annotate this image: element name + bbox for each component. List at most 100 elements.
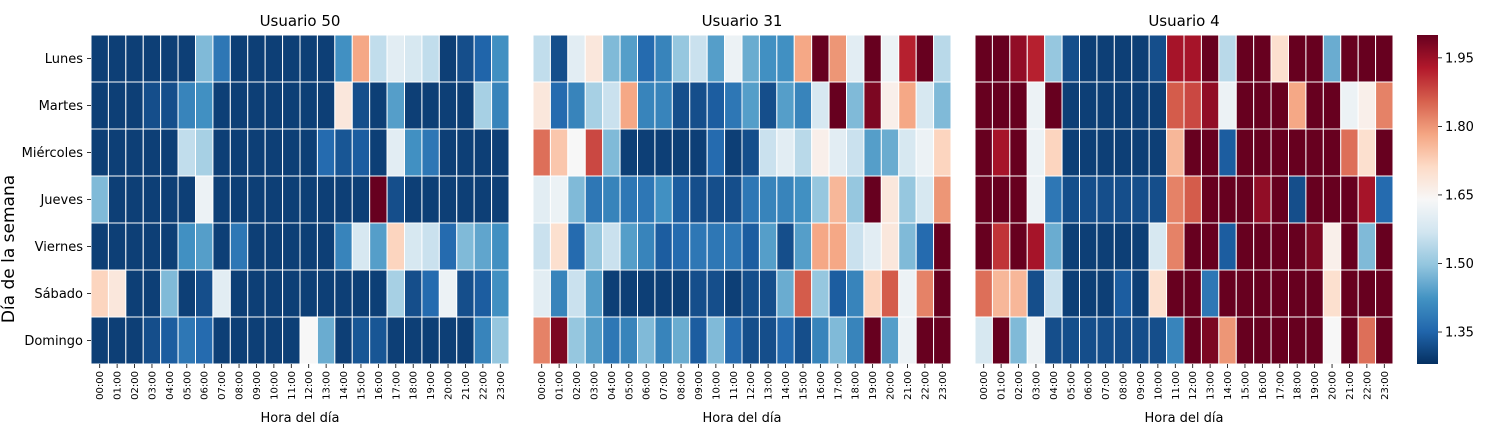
heatmap-cell (793, 316, 813, 365)
heatmap-cell (438, 175, 458, 224)
heatmap-cell (1200, 175, 1220, 224)
heatmap-cell (793, 34, 813, 83)
y-tick-label: Domingo (24, 334, 83, 349)
heatmap-cell (1218, 269, 1237, 318)
heatmap-cell (567, 175, 586, 224)
heatmap-cell (933, 316, 952, 365)
heatmap-cell (334, 175, 353, 224)
heatmap-cell (915, 316, 935, 365)
x-tick-label: 00:00 (979, 371, 990, 400)
heatmap-cell (473, 222, 493, 271)
heatmap-cell (532, 128, 551, 177)
heatmap-cell (1270, 175, 1289, 224)
heatmap-cell (195, 316, 214, 365)
heatmap-cell (974, 175, 993, 224)
heatmap-cell (299, 34, 318, 83)
heatmap-cell (880, 175, 900, 224)
heatmap-cell (991, 269, 1011, 318)
heatmap-cell (125, 316, 144, 365)
heatmap-cell (1079, 34, 1098, 83)
heatmap-cell (1288, 269, 1307, 318)
heatmap-cell (863, 316, 882, 365)
heatmap-cell (160, 269, 179, 318)
heatmap-cell (1235, 222, 1255, 271)
heatmap-cell (880, 269, 900, 318)
heatmap-cell (915, 175, 935, 224)
heatmap-cell (1131, 222, 1150, 271)
heatmap-cell (846, 269, 865, 318)
heatmap-cell (671, 34, 691, 83)
heatmap-cell (438, 316, 458, 365)
heatmap-cell (741, 269, 760, 318)
x-tick-label: 10:00 (269, 371, 280, 400)
heatmap-cell (671, 128, 691, 177)
colorbar-gradient (1417, 35, 1438, 364)
x-tick-label: 08:00 (677, 371, 688, 400)
heatmap-cell (334, 34, 353, 83)
x-tick-label: 12:00 (304, 371, 315, 400)
heatmap-cell (689, 34, 708, 83)
heatmap-cell (1148, 222, 1168, 271)
heatmap-cell (1026, 175, 1046, 224)
heatmap-cell (1148, 34, 1168, 83)
heatmap-cell (584, 175, 604, 224)
heatmap-cell (846, 128, 865, 177)
x-tick-label: 13:00 (1206, 371, 1217, 400)
x-tick-label: 05:00 (1066, 371, 1077, 400)
panel-1: Usuario 50 00:00 01:00 02:00 03:00 04:00 05:00… (90, 12, 510, 426)
heatmap-cell (438, 269, 458, 318)
heatmap-cell (177, 128, 197, 177)
heatmap-cell (264, 34, 284, 83)
heatmap-cell (1096, 128, 1115, 177)
heatmap-cell (177, 222, 197, 271)
heatmap-cell (299, 269, 318, 318)
heatmap-cell (880, 128, 900, 177)
colorbar-tick-label: 1.80 (1445, 120, 1474, 135)
heatmap-cell (404, 269, 423, 318)
heatmap-cell (404, 316, 423, 365)
x-tick-label: 01:00 (113, 371, 124, 400)
heatmap-cell (107, 34, 127, 83)
heatmap-cell (229, 175, 249, 224)
heatmap-cell (473, 175, 493, 224)
heatmap-cell (247, 222, 266, 271)
heatmap-cell (142, 81, 162, 130)
heatmap-cell (1096, 81, 1115, 130)
x-tick-label: 13:00 (764, 371, 775, 400)
heatmap-cell (456, 269, 475, 318)
heatmap-cell (654, 222, 673, 271)
heatmap-cell (438, 128, 458, 177)
heatmap-cell (177, 81, 197, 130)
x-tick-label: 03:00 (589, 371, 600, 400)
heatmap-cell (316, 128, 336, 177)
heatmap-cell (351, 34, 371, 83)
heatmap-cell (299, 81, 318, 130)
heatmap-cell (863, 269, 882, 318)
heatmap-cell (1340, 222, 1359, 271)
heatmap-cell (1079, 175, 1098, 224)
heatmap-cell (584, 316, 604, 365)
heatmap-cell (1044, 222, 1063, 271)
y-tick-label: Lunes (45, 52, 83, 67)
heatmap-cell (125, 269, 144, 318)
x-tick-label: 17:00 (1275, 371, 1286, 400)
heatmap-cell (758, 128, 778, 177)
x-tick-label: 04:00 (607, 371, 618, 400)
heatmap-cell (316, 316, 336, 365)
heatmap-cell (142, 34, 162, 83)
heatmap-cell (706, 269, 726, 318)
heatmap-cell (1235, 34, 1255, 83)
heatmap-cell (229, 34, 249, 83)
heatmap-cell (351, 269, 371, 318)
heatmap-cell (1270, 81, 1289, 130)
heatmap-cell (637, 269, 656, 318)
heatmap-cell (195, 222, 214, 271)
heatmap-cell (619, 128, 639, 177)
heatmap-cell (915, 222, 935, 271)
heatmap-cell (491, 81, 510, 130)
heatmap-cell (386, 175, 405, 224)
heatmap-cell (1009, 175, 1028, 224)
x-tick-label: 10:00 (711, 371, 722, 400)
heatmap-cell (637, 316, 656, 365)
heatmap-cell (1166, 269, 1185, 318)
